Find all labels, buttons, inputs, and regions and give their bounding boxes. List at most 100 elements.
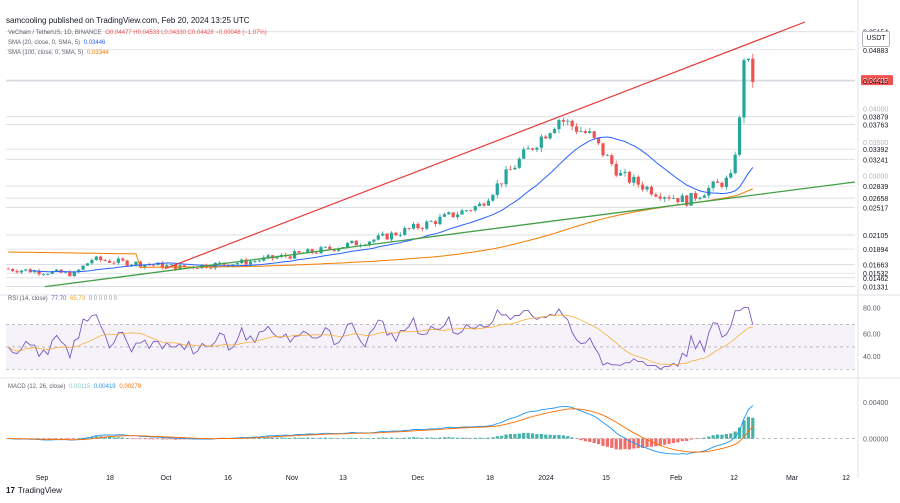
macd-histogram-bar (592, 438, 596, 444)
candle-body (478, 203, 482, 207)
candle-body (504, 169, 508, 185)
macd-histogram-bar (530, 433, 535, 439)
macd-histogram-bar (420, 437, 424, 439)
macd-histogram-bar (398, 437, 402, 439)
macd-histogram-bar (486, 437, 491, 439)
candle-body (464, 210, 469, 212)
time-axis-label: 12 (730, 475, 738, 482)
candle-body (460, 210, 464, 215)
candle-body (376, 235, 380, 240)
macd-histogram-bar (627, 438, 632, 450)
sma100-legend[interactable]: SMA (100, close, 0, SMA, 5) 0.03344 (8, 50, 109, 56)
time-axis-label: 16 (224, 475, 232, 482)
candle-body (438, 216, 442, 225)
time-axis-label: 2024 (538, 475, 554, 482)
macd-histogram-bar (301, 437, 305, 439)
sma100-label: SMA (100, close, 0, SMA, 5) (8, 50, 84, 56)
macd-histogram-bar (63, 438, 68, 440)
sma100-value: 0.03344 (87, 50, 109, 56)
macd-histogram-bar (482, 437, 486, 439)
candle-body (63, 271, 68, 273)
time-axis-label: Dec (412, 475, 425, 482)
candle-body (641, 184, 645, 190)
macd-axis-label: 0.00400 (863, 400, 888, 407)
candle-body (116, 258, 120, 263)
rsi-band (6, 324, 855, 370)
macd-histogram-bar (517, 433, 521, 439)
macd-histogram-bar (138, 438, 142, 440)
macd-histogram-bar (433, 437, 438, 439)
candle-body (698, 197, 702, 199)
candle-body (138, 261, 142, 268)
macd-histogram-bar (522, 432, 526, 439)
macd-histogram-bar (411, 437, 416, 439)
rsi-legend[interactable]: RSI (14, close) 77.70 65.73 0 0 0 0 0 0 (8, 296, 117, 302)
faded-price-label: 0.04000 (863, 107, 888, 114)
candle-body (702, 195, 706, 198)
candle-body (394, 232, 398, 236)
macd-histogram-bar (619, 438, 623, 450)
candle-body (99, 256, 103, 261)
symbol-legend[interactable]: VeChain / TetherUS, 1D, BINANCE O0.04477… (8, 30, 267, 36)
sma20-legend[interactable]: SMA (20, close, 0, SMA, 5) 0.03446 (8, 40, 105, 46)
candle-body (544, 136, 548, 139)
candle-body (367, 241, 372, 246)
time-axis[interactable]: Sep 18 Oct 16 Nov 13 Dec 18 2024 15 Feb 12 Mar 12 (36, 475, 850, 482)
macd-histogram-bar (491, 437, 495, 439)
price-axis-label: 0.03763 (863, 122, 888, 129)
candle-body (46, 273, 50, 275)
price-axis[interactable]: 0.051540.048830.044280.044150.038790.037… (861, 30, 893, 292)
macd-histogram-bar (724, 434, 728, 439)
macd-histogram-bar (147, 438, 151, 440)
macd-histogram-bar (513, 433, 517, 439)
candle-body (513, 167, 517, 170)
support-trendline (44, 181, 856, 288)
candle-body (244, 259, 248, 265)
currency-unit-button[interactable]: USDT (862, 31, 890, 47)
candle-body (381, 233, 385, 236)
macd-histogram-bar (429, 437, 433, 439)
macd-line-value: 0.00419 (93, 384, 116, 390)
tradingview-brand[interactable]: 17 TradingView (6, 486, 62, 495)
macd-signal-line (8, 408, 754, 453)
price-axis-label: 0.04415 (863, 79, 888, 86)
macd-histogram-bar (535, 434, 539, 439)
macd-histogram-bar (438, 437, 442, 439)
candle-body (182, 265, 187, 268)
macd-histogram-bar (134, 438, 138, 440)
candle-body (134, 261, 138, 265)
macd-histogram-bar (742, 420, 746, 439)
candle-body (680, 195, 684, 203)
macd-legend[interactable]: MACD (12, 26, close) 0.00115 0.00419 0.0… (8, 384, 141, 390)
candle-body (733, 154, 737, 174)
candle-body (151, 264, 156, 266)
candle-body (385, 233, 389, 240)
publisher-line: samcooling published on TradingView.com,… (6, 16, 250, 25)
time-axis-label: 18 (486, 475, 494, 482)
price-axis-label: 0.04883 (863, 48, 888, 55)
candle-body (257, 260, 261, 262)
symbol-name: VeChain / TetherUS, 1D, BINANCE (8, 30, 102, 36)
macd-histogram-bar (698, 438, 702, 439)
price-grid (0, 0, 900, 478)
candle-body (19, 270, 24, 273)
current-price-label: 0.04428 (863, 78, 888, 85)
candle-body (742, 60, 746, 118)
rsi-pane: 80.00 60.00 40.00 (6, 306, 881, 370)
macd-histogram-bar (632, 438, 636, 449)
macd-histogram-bar (671, 438, 676, 443)
candle-body (508, 169, 513, 171)
candle-body (535, 147, 539, 150)
candle-body (337, 248, 341, 251)
candle-body (169, 264, 173, 266)
macd-histogram-bar (284, 437, 288, 439)
macd-histogram-bar (182, 438, 187, 440)
candle-body (574, 126, 579, 132)
candle-body (85, 263, 90, 266)
macd-histogram-bar (658, 438, 662, 446)
macd-histogram-bar (403, 437, 407, 439)
macd-histogram-bar (729, 433, 733, 439)
macd-histogram-bar (68, 438, 72, 440)
candle-body (671, 198, 676, 199)
candle-body (636, 176, 640, 185)
